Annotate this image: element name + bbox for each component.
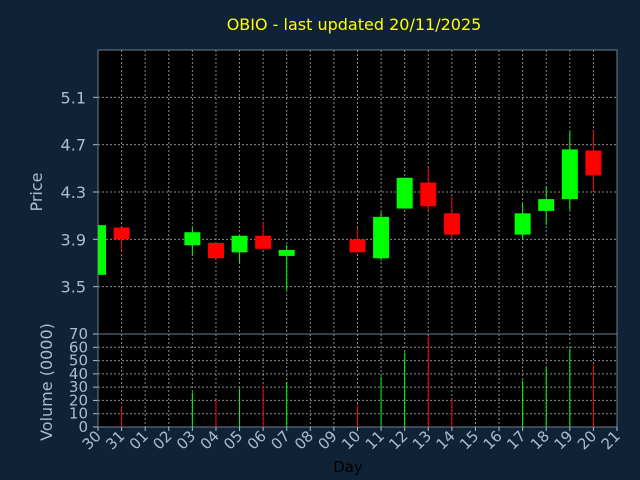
x-tick-label: 17 bbox=[503, 427, 529, 453]
price-axis-label: Price bbox=[27, 172, 46, 211]
candle-body bbox=[349, 239, 366, 253]
candle-body bbox=[514, 213, 531, 235]
price-tick-label: 4.7 bbox=[61, 136, 86, 155]
price-tick-label: 3.9 bbox=[61, 230, 86, 249]
x-tick-label: 10 bbox=[338, 427, 364, 453]
volume-tick-label: 20 bbox=[69, 391, 88, 409]
x-tick-label: 06 bbox=[244, 427, 270, 453]
candle-body bbox=[396, 177, 413, 209]
x-tick-label: 18 bbox=[527, 427, 553, 453]
x-tick-label: 04 bbox=[197, 427, 223, 453]
volume-tick-label: 0 bbox=[78, 418, 88, 436]
candle-body bbox=[278, 249, 295, 256]
volume-tick-label: 50 bbox=[69, 352, 88, 370]
candles-group bbox=[98, 130, 602, 291]
volume-axis-label: Volume (0000) bbox=[37, 323, 56, 441]
x-tick-label: 08 bbox=[291, 427, 317, 453]
candle-body bbox=[184, 232, 201, 246]
candle-body bbox=[538, 199, 555, 211]
candle-body bbox=[207, 242, 224, 259]
candle-body bbox=[443, 213, 460, 235]
price-panel: 3.5 3.9 4.3 4.7 5.1 bbox=[61, 49, 618, 335]
candle-body bbox=[231, 235, 248, 253]
x-tick-label: 21 bbox=[598, 427, 624, 453]
volume-tick-label: 40 bbox=[69, 365, 88, 383]
x-tick-label: 14 bbox=[432, 427, 458, 453]
x-axis: 3031010203040506070809101112131415161718… bbox=[79, 427, 624, 453]
candle-body bbox=[420, 182, 437, 207]
x-tick-label: 31 bbox=[102, 427, 128, 453]
x-tick-label: 07 bbox=[267, 427, 293, 453]
x-tick-label: 11 bbox=[362, 427, 388, 453]
x-tick-label: 15 bbox=[456, 427, 482, 453]
x-tick-label: 20 bbox=[574, 427, 600, 453]
x-tick-label: 05 bbox=[220, 427, 246, 453]
candle-body bbox=[585, 150, 602, 176]
x-axis-label: Day bbox=[333, 458, 363, 476]
x-tick-label: 09 bbox=[315, 427, 341, 453]
x-tick-label: 12 bbox=[385, 427, 411, 453]
volume-tick-label: 10 bbox=[69, 405, 88, 423]
candle-body bbox=[373, 216, 390, 259]
x-tick-label: 16 bbox=[480, 427, 506, 453]
x-tick-label: 19 bbox=[550, 427, 576, 453]
price-tick-label: 3.5 bbox=[61, 278, 86, 297]
price-tick-label: 5.1 bbox=[61, 88, 86, 107]
volume-tick-label: 60 bbox=[69, 338, 88, 356]
candle-body bbox=[113, 227, 130, 240]
volume-tick-label: 30 bbox=[69, 378, 88, 396]
volume-tick-label: 70 bbox=[69, 325, 88, 343]
x-tick-label: 01 bbox=[126, 427, 152, 453]
chart-title: OBIO - last updated 20/11/2025 bbox=[227, 15, 482, 34]
candle-body bbox=[98, 225, 106, 275]
candle-body bbox=[255, 235, 272, 249]
price-tick-label: 4.3 bbox=[61, 183, 86, 202]
x-tick-label: 13 bbox=[409, 427, 435, 453]
candle-body bbox=[561, 149, 578, 200]
x-tick-label: 03 bbox=[173, 427, 199, 453]
x-tick-label: 02 bbox=[149, 427, 175, 453]
